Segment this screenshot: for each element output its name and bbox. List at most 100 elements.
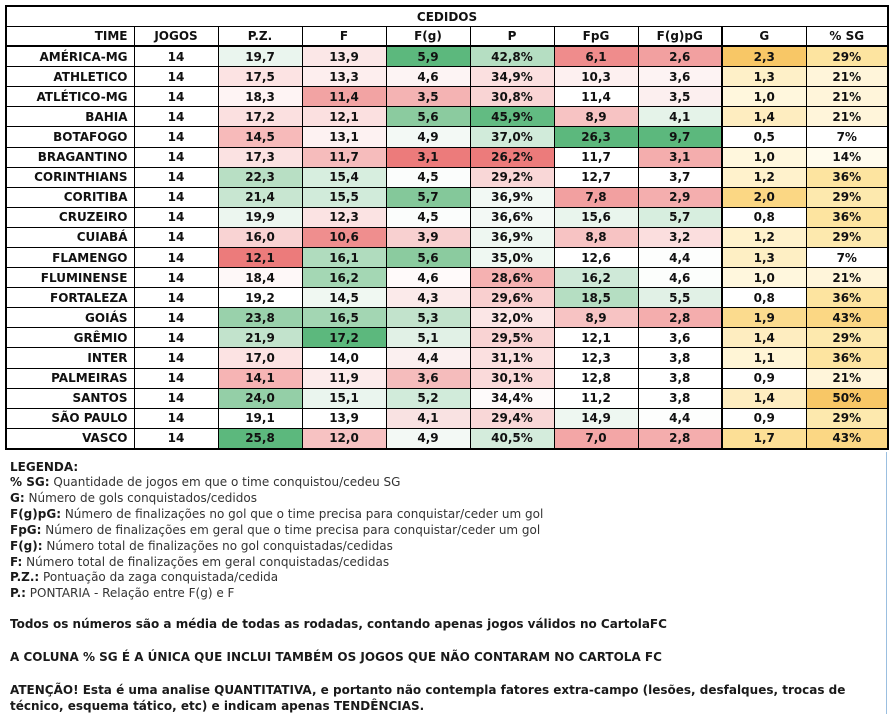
stat-cell: 29% — [805, 327, 889, 349]
stat-cell: 7% — [805, 246, 889, 269]
stat-cell: 1,1 — [721, 347, 807, 369]
legend-key: F(g): — [10, 538, 43, 553]
stat-cell: 12,3 — [301, 206, 387, 228]
stat-cell: 14 — [133, 407, 219, 429]
stat-cell: 11,2 — [553, 387, 639, 409]
stat-cell: 43% — [805, 427, 889, 450]
stat-cell: 36% — [805, 206, 889, 228]
stat-cell: 14,0 — [301, 347, 387, 369]
stat-cell: 29,4% — [469, 407, 555, 429]
stat-cell: 14 — [133, 327, 219, 349]
stat-cell: 1,2 — [721, 166, 807, 188]
stat-cell: 1,4 — [721, 387, 807, 409]
table-row: BOTAFOGO 14 14,5 13,1 4,9 37,0% 26,3 9,7 0,5 7% — [5, 126, 889, 148]
column-header-0: TIME — [5, 26, 135, 47]
stat-cell: 29% — [805, 186, 889, 208]
stat-cell: 12,8 — [553, 367, 639, 389]
stat-cell: 42,8% — [469, 45, 555, 68]
stat-cell: 13,1 — [301, 126, 387, 148]
stat-cell: 15,1 — [301, 387, 387, 409]
legend-note-averages: Todos os números são a média de todas as… — [10, 617, 667, 632]
team-name-cell: CRUZEIRO — [5, 206, 135, 228]
table-row: ATLÉTICO-MG 14 18,3 11,4 3,5 30,8% 11,4 3,5 1,0 2… — [5, 86, 889, 108]
stat-cell: 26,2% — [469, 146, 555, 168]
stat-cell: 13,9 — [301, 45, 387, 68]
stat-cell: 5,6 — [385, 106, 471, 128]
stat-cell: 4,3 — [385, 287, 471, 309]
stat-cell: 16,2 — [301, 267, 387, 289]
legend-description: Número total de finalizações no gol conq… — [46, 538, 393, 553]
stat-cell: 3,8 — [637, 387, 723, 409]
stat-cell: 11,7 — [301, 146, 387, 168]
stat-cell: 36% — [805, 287, 889, 309]
stat-cell: 14 — [133, 287, 219, 309]
stat-cell: 14 — [133, 106, 219, 128]
legend-description: Número total de finalizações em geral co… — [26, 554, 390, 569]
stat-cell: 32,0% — [469, 307, 555, 329]
stat-cell: 40,5% — [469, 427, 555, 450]
stat-cell: 14% — [805, 146, 889, 168]
stat-cell: 4,4 — [637, 246, 723, 269]
stat-cell: 37,0% — [469, 126, 555, 148]
legend-item: F: Número total de finalizações em geral… — [10, 555, 886, 571]
stat-cell: 8,9 — [553, 307, 639, 329]
stat-cell: 11,4 — [301, 86, 387, 108]
stat-cell: 50% — [805, 387, 889, 409]
stat-cell: 36,9% — [469, 226, 555, 248]
stat-cell: 1,2 — [721, 226, 807, 248]
stat-cell: 1,7 — [721, 427, 807, 450]
column-header-2: P.Z. — [217, 26, 303, 47]
team-name-cell: SANTOS — [5, 387, 135, 409]
stat-cell: 3,8 — [637, 347, 723, 369]
stat-cell: 1,0 — [721, 146, 807, 168]
stat-cell: 0,9 — [721, 407, 807, 429]
stat-cell: 21,9 — [217, 327, 303, 349]
stat-cell: 1,3 — [721, 246, 807, 269]
stat-cell: 4,9 — [385, 126, 471, 148]
stat-cell: 4,4 — [637, 407, 723, 429]
stat-cell: 17,2 — [217, 106, 303, 128]
stat-cell: 29% — [805, 407, 889, 429]
stat-cell: 30,8% — [469, 86, 555, 108]
team-name-cell: BRAGANTINO — [5, 146, 135, 168]
table-row: GOIÁS 14 23,8 16,5 5,3 32,0% 8,9 2,8 1,9 43% — [5, 307, 889, 329]
stat-cell: 5,7 — [637, 206, 723, 228]
stat-cell: 16,2 — [553, 267, 639, 289]
table-row: BAHIA 14 17,2 12,1 5,6 45,9% 8,9 4,1 1,4 21% — [5, 106, 889, 128]
header-row: TIME JOGOS P.Z. F F(g) P FpG F(g)pG G% SG — [5, 26, 889, 47]
stat-cell: 17,5 — [217, 66, 303, 88]
stat-cell: 18,5 — [553, 287, 639, 309]
stat-cell: 12,7 — [553, 166, 639, 188]
stat-cell: 29,5% — [469, 327, 555, 349]
stat-cell: 4,6 — [385, 66, 471, 88]
team-name-cell: BOTAFOGO — [5, 126, 135, 148]
stat-cell: 15,4 — [301, 166, 387, 188]
team-name-cell: PALMEIRAS — [5, 367, 135, 389]
stat-cell: 3,5 — [385, 86, 471, 108]
stat-cell: 35,0% — [469, 246, 555, 269]
stat-cell: 14,5 — [301, 287, 387, 309]
stat-cell: 26,3 — [553, 126, 639, 148]
legend-key: FpG: — [10, 522, 42, 537]
team-name-cell: ATHLETICO — [5, 66, 135, 88]
table-row: BRAGANTINO 14 17,3 11,7 3,1 26,2% 11,7 3,1 1,0 14… — [5, 146, 889, 168]
stat-cell: 19,2 — [217, 287, 303, 309]
stat-cell: 16,0 — [217, 226, 303, 248]
table-row: CRUZEIRO 14 19,9 12,3 4,5 36,6% 15,6 5,7 0,8 36% — [5, 206, 889, 228]
stat-cell: 5,7 — [385, 186, 471, 208]
table-row: INTER 14 17,0 14,0 4,4 31,1% 12,3 3,8 1,1 36% — [5, 347, 889, 369]
stat-cell: 0,9 — [721, 367, 807, 389]
stat-cell: 8,9 — [553, 106, 639, 128]
column-header-3: F — [301, 26, 387, 47]
column-header-4: F(g) — [385, 26, 471, 47]
stat-cell: 4,1 — [637, 106, 723, 128]
stat-cell: 11,7 — [553, 146, 639, 168]
stat-cell: 25,8 — [217, 427, 303, 450]
stat-cell: 5,6 — [385, 246, 471, 269]
stat-cell: 19,1 — [217, 407, 303, 429]
stat-cell: 29% — [805, 45, 889, 68]
stat-cell: 2,8 — [637, 427, 723, 450]
stat-cell: 5,2 — [385, 387, 471, 409]
table-row: ATHLETICO 14 17,5 13,3 4,6 34,9% 10,3 3,6 1,3 21% — [5, 66, 889, 88]
